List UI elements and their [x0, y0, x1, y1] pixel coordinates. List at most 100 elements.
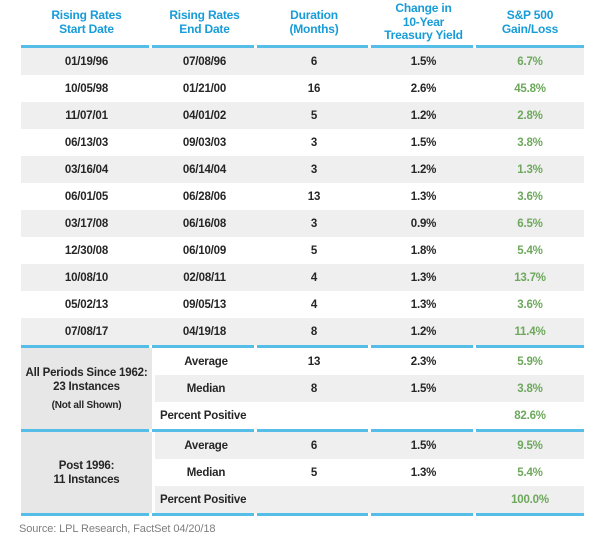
- section-label-line: Post 1996:: [58, 459, 115, 472]
- separator-segment: [476, 513, 584, 516]
- cell-sp500-gain: 5.9%: [517, 355, 543, 368]
- cell-end-date: 04/01/02: [182, 109, 227, 122]
- cell-duration: 5: [310, 109, 318, 122]
- table-row: 06/13/03 09/03/03 3 1.5% 3.8%: [21, 129, 584, 156]
- header-line: S&P 500: [506, 8, 554, 22]
- cell-end-date: 06/10/09: [182, 244, 227, 257]
- cell-sp500-gain: 5.4%: [517, 466, 543, 479]
- cell-start-date: 12/30/08: [64, 244, 109, 257]
- separator-line: [21, 429, 584, 432]
- cell-duration: 13: [307, 190, 321, 203]
- cell-end-date: 04/19/18: [182, 325, 227, 338]
- table-row: 03/16/04 06/14/04 3 1.2% 1.3%: [21, 156, 584, 183]
- cell-end-date: 09/05/13: [182, 298, 227, 311]
- cell-yield-change: 1.3%: [410, 190, 437, 203]
- header-line: Duration: [290, 8, 338, 22]
- cell-sp500-gain: 45.8%: [514, 82, 546, 95]
- cell-sp500-gain: 100.0%: [511, 493, 549, 506]
- cell-yield-change: 1.5%: [410, 439, 437, 452]
- col-header-treasury-yield-change: Change in 10-Year Treasury Yield: [371, 0, 476, 45]
- separator-segment: [152, 45, 257, 48]
- cell-yield-change: 1.3%: [410, 466, 437, 479]
- cell-yield-change: 1.3%: [410, 271, 437, 284]
- cell-start-date: 06/13/03: [64, 136, 109, 149]
- stat-label: Percent Positive: [160, 409, 247, 422]
- header-line: End Date: [179, 21, 230, 36]
- cell-yield-change: 1.5%: [410, 136, 437, 149]
- cell-start-date: 07/08/17: [64, 325, 109, 338]
- cell-yield-change: 1.8%: [410, 244, 437, 257]
- cell-start-date: 06/01/05: [64, 190, 109, 203]
- col-header-duration: Duration (Months): [257, 0, 371, 45]
- cell-duration: 8: [310, 382, 318, 395]
- cell-yield-change: 1.2%: [410, 325, 437, 338]
- stat-label: Average: [184, 439, 228, 452]
- cell-sp500-gain: 5.4%: [517, 244, 543, 257]
- separator-segment: [371, 513, 476, 516]
- cell-sp500-gain: 9.5%: [517, 439, 543, 452]
- stat-row-percent-positive: Percent Positive 82.6%: [155, 402, 584, 429]
- cell-end-date: 09/03/03: [182, 136, 227, 149]
- cell-start-date: 01/19/96: [64, 55, 109, 68]
- table-row: 10/08/10 02/08/11 4 1.3% 13.7%: [21, 264, 584, 291]
- section-label-all-periods: All Periods Since 1962: 23 Instances (No…: [21, 348, 152, 429]
- separator-line: [21, 513, 584, 516]
- cell-yield-change: 0.9%: [410, 217, 437, 230]
- cell-duration: 5: [310, 466, 318, 479]
- cell-duration: 3: [310, 163, 318, 176]
- separator-segment: [152, 429, 257, 432]
- separator-segment: [257, 45, 371, 48]
- col-header-sp500-gain-loss: S&P 500 Gain/Loss: [476, 0, 584, 45]
- separator-segment: [476, 45, 584, 48]
- cell-duration: 16: [307, 82, 321, 95]
- stat-row-average: Average 6 1.5% 9.5%: [155, 432, 584, 459]
- separator-segment: [257, 429, 371, 432]
- section-stat-rows: Average 6 1.5% 9.5% Median 5 1.3% 5.4% P…: [155, 432, 584, 513]
- cell-sp500-gain: 6.5%: [517, 217, 543, 230]
- table-header-row: Rising Rates Start Date Rising Rates End…: [21, 0, 584, 45]
- cell-start-date: 05/02/13: [64, 298, 109, 311]
- stat-row-median: Median 5 1.3% 5.4%: [155, 459, 584, 486]
- cell-sp500-gain: 3.6%: [517, 298, 543, 311]
- col-header-start-date: Rising Rates Start Date: [21, 0, 152, 45]
- cell-yield-change: 1.3%: [410, 298, 437, 311]
- data-table: Rising Rates Start Date Rising Rates End…: [21, 0, 584, 516]
- cell-sp500-gain: 2.8%: [517, 109, 543, 122]
- stat-row-percent-positive: Percent Positive 100.0%: [155, 486, 584, 513]
- cell-end-date: 06/14/04: [182, 163, 227, 176]
- cell-yield-change: 1.2%: [410, 109, 437, 122]
- cell-start-date: 03/16/04: [64, 163, 109, 176]
- stat-row-median: Median 8 1.5% 3.8%: [155, 375, 584, 402]
- table-row: 07/08/17 04/19/18 8 1.2% 11.4%: [21, 318, 584, 345]
- cell-sp500-gain: 1.3%: [517, 163, 543, 176]
- cell-duration: 4: [310, 271, 318, 284]
- cell-sp500-gain: 82.6%: [514, 409, 546, 422]
- separator-segment: [21, 513, 152, 516]
- header-line: Rising Rates: [51, 8, 122, 22]
- cell-duration: 4: [310, 298, 318, 311]
- section-stat-rows: Average 13 2.3% 5.9% Median 8 1.5% 3.8% …: [155, 348, 584, 429]
- cell-end-date: 06/28/06: [182, 190, 227, 203]
- separator-segment: [371, 45, 476, 48]
- cell-sp500-gain: 13.7%: [514, 271, 546, 284]
- separator-line: [21, 45, 584, 48]
- cell-yield-change: 1.5%: [410, 55, 437, 68]
- stat-label: Median: [186, 382, 226, 395]
- separator-segment: [21, 45, 152, 48]
- source-attribution: Source: LPL Research, FactSet 04/20/18: [19, 523, 216, 535]
- col-header-end-date: Rising Rates End Date: [152, 0, 257, 45]
- stat-row-average: Average 13 2.3% 5.9%: [155, 348, 584, 375]
- summary-section-all-periods: All Periods Since 1962: 23 Instances (No…: [21, 348, 584, 429]
- header-line: (Months): [289, 21, 339, 36]
- separator-segment: [476, 345, 584, 348]
- separator-segment: [257, 345, 371, 348]
- separator-segment: [371, 429, 476, 432]
- cell-yield-change: 2.6%: [410, 82, 437, 95]
- separator-segment: [257, 513, 371, 516]
- table-row: 05/02/13 09/05/13 4 1.3% 3.6%: [21, 291, 584, 318]
- section-label-line: 23 Instances: [53, 381, 120, 393]
- header-line: Rising Rates: [169, 8, 240, 22]
- cell-start-date: 11/07/01: [65, 109, 108, 122]
- cell-sp500-gain: 3.8%: [517, 136, 543, 149]
- stat-label: Median: [186, 466, 226, 479]
